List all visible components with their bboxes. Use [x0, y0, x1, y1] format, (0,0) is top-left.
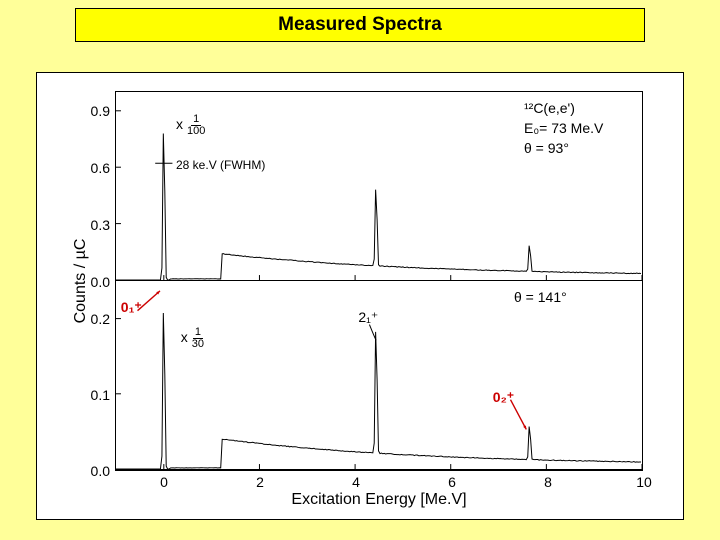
- annotation: 0₁⁺: [121, 299, 142, 316]
- ytick-label: 0.3: [91, 217, 116, 233]
- annotation: 0₂⁺: [493, 389, 514, 406]
- annotation: θ = 93°: [524, 140, 569, 156]
- ytick-label: 0.1: [91, 387, 116, 403]
- annotation: 2₁⁺: [358, 309, 378, 326]
- annotation: E₀= 73 Me.V: [524, 120, 603, 136]
- bottom-spectrum: [116, 281, 642, 469]
- scale-prefix: x: [181, 329, 188, 345]
- xtick-label: 8: [544, 470, 552, 490]
- xtick-label: 2: [256, 470, 264, 490]
- annotation: 28 ke.V (FWHM): [176, 156, 265, 172]
- ytick-label: 0.2: [91, 311, 116, 327]
- ytick-label: 0.6: [91, 160, 116, 176]
- scale-den: 30: [190, 339, 206, 350]
- y-axis-label: Counts / µC: [72, 239, 90, 324]
- plot-area: 0.00.30.60.9x110028 ke.V (FWHM)¹²C(e,e')…: [115, 91, 643, 471]
- xtick-label: 6: [448, 470, 456, 490]
- title-box: Measured Spectra: [75, 8, 645, 42]
- scale-prefix: x: [176, 116, 183, 132]
- fwhm-label: 28 ke.V (FWHM): [176, 158, 265, 172]
- x-axis-label: Excitation Energy [Me.V]: [291, 491, 466, 509]
- annotation: ¹²C(e,e'): [524, 100, 575, 116]
- annotation: x1100: [176, 114, 207, 137]
- ytick-label: 0.0: [91, 274, 116, 290]
- xtick-label: 10: [636, 470, 652, 490]
- annotation: x130: [181, 327, 206, 350]
- ytick-label: 0.0: [91, 463, 116, 479]
- xtick-label: 4: [352, 470, 360, 490]
- xtick-label: 0: [160, 470, 168, 490]
- ytick-label: 0.9: [91, 103, 116, 119]
- title-text: Measured Spectra: [278, 14, 442, 36]
- top-panel: 0.00.30.60.9x110028 ke.V (FWHM)¹²C(e,e')…: [116, 92, 642, 281]
- annotation: θ = 141°: [514, 289, 567, 305]
- bottom-panel: 0.00.10.2x130θ = 141°0₁⁺2₁⁺0₂⁺: [116, 281, 642, 470]
- figure-box: Counts / µC Excitation Energy [Me.V] 0.0…: [36, 72, 684, 520]
- scale-den: 100: [185, 126, 207, 137]
